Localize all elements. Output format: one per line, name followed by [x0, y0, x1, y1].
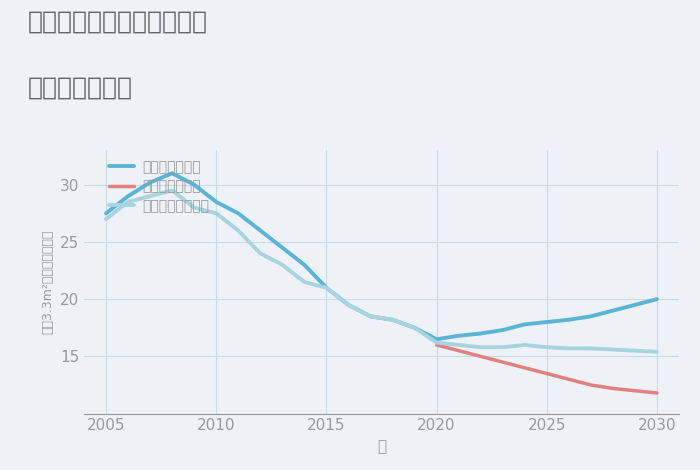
ノーマルシナリオ: [587, 345, 595, 351]
ノーマルシナリオ: [234, 227, 242, 233]
ノーマルシナリオ: [212, 211, 220, 216]
グッドシナリオ: [454, 333, 463, 338]
バッドシナリオ: [454, 348, 463, 353]
ノーマルシナリオ: [389, 317, 397, 322]
グッドシナリオ: [278, 245, 286, 251]
グッドシナリオ: [300, 262, 309, 267]
ノーマルシナリオ: [410, 325, 419, 330]
ノーマルシナリオ: [366, 313, 375, 319]
ノーマルシナリオ: [256, 251, 265, 256]
バッドシナリオ: [565, 376, 573, 382]
バッドシナリオ: [433, 342, 441, 348]
ノーマルシナリオ: [190, 205, 198, 211]
グッドシナリオ: [124, 193, 132, 199]
グッドシナリオ: [631, 302, 639, 308]
ノーマルシナリオ: [609, 347, 617, 352]
バッドシナリオ: [521, 365, 529, 371]
グッドシナリオ: [477, 331, 485, 337]
ノーマルシナリオ: [521, 342, 529, 348]
ノーマルシナリオ: [565, 345, 573, 351]
グッドシナリオ: [168, 171, 176, 176]
ノーマルシナリオ: [146, 193, 154, 199]
グッドシナリオ: [212, 199, 220, 205]
グッドシナリオ: [653, 297, 662, 302]
X-axis label: 年: 年: [377, 439, 386, 454]
グッドシナリオ: [366, 313, 375, 319]
ノーマルシナリオ: [124, 199, 132, 205]
グッドシナリオ: [410, 325, 419, 330]
グッドシナリオ: [498, 327, 507, 333]
ノーマルシナリオ: [102, 216, 110, 222]
グッドシナリオ: [389, 317, 397, 322]
グッドシナリオ: [102, 211, 110, 216]
グッドシナリオ: [234, 211, 242, 216]
バッドシナリオ: [477, 353, 485, 359]
Line: グッドシナリオ: グッドシナリオ: [106, 173, 657, 339]
グッドシナリオ: [433, 337, 441, 342]
バッドシナリオ: [631, 388, 639, 393]
Legend: グッドシナリオ, バッドシナリオ, ノーマルシナリオ: グッドシナリオ, バッドシナリオ, ノーマルシナリオ: [108, 160, 209, 213]
バッドシナリオ: [653, 390, 662, 396]
ノーマルシナリオ: [168, 188, 176, 193]
Text: 三重県津市久居東鷹跡町の: 三重県津市久居東鷹跡町の: [28, 9, 208, 33]
ノーマルシナリオ: [300, 279, 309, 285]
グッドシナリオ: [322, 285, 330, 290]
グッドシナリオ: [344, 302, 353, 308]
グッドシナリオ: [521, 321, 529, 327]
Line: バッドシナリオ: バッドシナリオ: [437, 345, 657, 393]
グッドシナリオ: [146, 180, 154, 185]
Line: ノーマルシナリオ: ノーマルシナリオ: [106, 190, 657, 352]
グッドシナリオ: [587, 313, 595, 319]
ノーマルシナリオ: [278, 262, 286, 267]
ノーマルシナリオ: [542, 345, 551, 350]
ノーマルシナリオ: [344, 302, 353, 308]
グッドシナリオ: [609, 308, 617, 313]
Text: 土地の価格推移: 土地の価格推移: [28, 75, 133, 99]
ノーマルシナリオ: [454, 342, 463, 348]
バッドシナリオ: [609, 385, 617, 391]
ノーマルシナリオ: [653, 349, 662, 355]
グッドシナリオ: [190, 182, 198, 188]
バッドシナリオ: [498, 359, 507, 365]
Y-axis label: 坪（3.3m²）単価（万円）: 坪（3.3m²）単価（万円）: [41, 230, 54, 334]
ノーマルシナリオ: [433, 340, 441, 345]
ノーマルシナリオ: [322, 285, 330, 290]
ノーマルシナリオ: [477, 345, 485, 350]
バッドシナリオ: [587, 382, 595, 388]
グッドシナリオ: [542, 319, 551, 325]
バッドシナリオ: [542, 371, 551, 376]
ノーマルシナリオ: [631, 348, 639, 353]
グッドシナリオ: [565, 317, 573, 322]
グッドシナリオ: [256, 227, 265, 233]
ノーマルシナリオ: [498, 345, 507, 350]
